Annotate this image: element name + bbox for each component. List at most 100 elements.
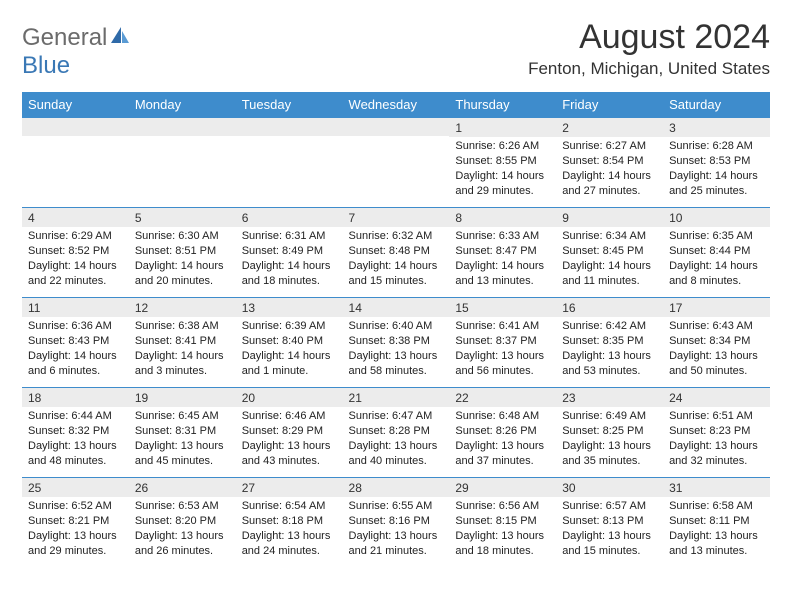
calendar-cell: 5Sunrise: 6:30 AMSunset: 8:51 PMDaylight… bbox=[129, 208, 236, 298]
day-header: Tuesday bbox=[236, 92, 343, 118]
daylight-text: Daylight: 13 hours and 53 minutes. bbox=[562, 349, 657, 379]
day-detail bbox=[343, 136, 450, 142]
daylight-text: Daylight: 13 hours and 24 minutes. bbox=[242, 529, 337, 559]
day-number bbox=[236, 118, 343, 136]
sunset-text: Sunset: 8:55 PM bbox=[455, 154, 550, 169]
logo-text-general: General bbox=[22, 24, 107, 51]
day-number: 16 bbox=[556, 298, 663, 317]
logo-text: GeneralBlue bbox=[22, 24, 131, 80]
day-number: 21 bbox=[343, 388, 450, 407]
sunset-text: Sunset: 8:28 PM bbox=[349, 424, 444, 439]
day-header: Saturday bbox=[663, 92, 770, 118]
day-detail: Sunrise: 6:55 AMSunset: 8:16 PMDaylight:… bbox=[343, 497, 450, 562]
sunset-text: Sunset: 8:45 PM bbox=[562, 244, 657, 259]
calendar-cell: 17Sunrise: 6:43 AMSunset: 8:34 PMDayligh… bbox=[663, 298, 770, 388]
calendar-cell: 26Sunrise: 6:53 AMSunset: 8:20 PMDayligh… bbox=[129, 478, 236, 568]
sunset-text: Sunset: 8:29 PM bbox=[242, 424, 337, 439]
sunrise-text: Sunrise: 6:45 AM bbox=[135, 409, 230, 424]
day-number: 3 bbox=[663, 118, 770, 137]
day-number: 10 bbox=[663, 208, 770, 227]
sunset-text: Sunset: 8:34 PM bbox=[669, 334, 764, 349]
day-number: 25 bbox=[22, 478, 129, 497]
day-detail: Sunrise: 6:33 AMSunset: 8:47 PMDaylight:… bbox=[449, 227, 556, 292]
day-number: 29 bbox=[449, 478, 556, 497]
day-number bbox=[343, 118, 450, 136]
daylight-text: Daylight: 13 hours and 56 minutes. bbox=[455, 349, 550, 379]
day-number: 9 bbox=[556, 208, 663, 227]
daylight-text: Daylight: 13 hours and 15 minutes. bbox=[562, 529, 657, 559]
day-detail: Sunrise: 6:31 AMSunset: 8:49 PMDaylight:… bbox=[236, 227, 343, 292]
sunset-text: Sunset: 8:47 PM bbox=[455, 244, 550, 259]
sunrise-text: Sunrise: 6:42 AM bbox=[562, 319, 657, 334]
sunrise-text: Sunrise: 6:48 AM bbox=[455, 409, 550, 424]
calendar-cell: 8Sunrise: 6:33 AMSunset: 8:47 PMDaylight… bbox=[449, 208, 556, 298]
day-detail: Sunrise: 6:58 AMSunset: 8:11 PMDaylight:… bbox=[663, 497, 770, 562]
daylight-text: Daylight: 13 hours and 50 minutes. bbox=[669, 349, 764, 379]
logo-text-blue: Blue bbox=[22, 52, 70, 79]
daylight-text: Daylight: 14 hours and 27 minutes. bbox=[562, 169, 657, 199]
calendar-cell: 3Sunrise: 6:28 AMSunset: 8:53 PMDaylight… bbox=[663, 118, 770, 208]
sunset-text: Sunset: 8:54 PM bbox=[562, 154, 657, 169]
day-number: 22 bbox=[449, 388, 556, 407]
day-detail: Sunrise: 6:29 AMSunset: 8:52 PMDaylight:… bbox=[22, 227, 129, 292]
calendar-cell: 29Sunrise: 6:56 AMSunset: 8:15 PMDayligh… bbox=[449, 478, 556, 568]
daylight-text: Daylight: 13 hours and 40 minutes. bbox=[349, 439, 444, 469]
sunrise-text: Sunrise: 6:40 AM bbox=[349, 319, 444, 334]
sunset-text: Sunset: 8:21 PM bbox=[28, 514, 123, 529]
calendar-week-row: 11Sunrise: 6:36 AMSunset: 8:43 PMDayligh… bbox=[22, 298, 770, 388]
day-header: Wednesday bbox=[343, 92, 450, 118]
sunrise-text: Sunrise: 6:38 AM bbox=[135, 319, 230, 334]
sunrise-text: Sunrise: 6:26 AM bbox=[455, 139, 550, 154]
calendar-cell: 1Sunrise: 6:26 AMSunset: 8:55 PMDaylight… bbox=[449, 118, 556, 208]
daylight-text: Daylight: 14 hours and 25 minutes. bbox=[669, 169, 764, 199]
sunset-text: Sunset: 8:31 PM bbox=[135, 424, 230, 439]
calendar-cell: 14Sunrise: 6:40 AMSunset: 8:38 PMDayligh… bbox=[343, 298, 450, 388]
day-number bbox=[129, 118, 236, 136]
calendar-cell: 20Sunrise: 6:46 AMSunset: 8:29 PMDayligh… bbox=[236, 388, 343, 478]
sunrise-text: Sunrise: 6:35 AM bbox=[669, 229, 764, 244]
sunrise-text: Sunrise: 6:47 AM bbox=[349, 409, 444, 424]
day-number: 13 bbox=[236, 298, 343, 317]
calendar-week-row: 25Sunrise: 6:52 AMSunset: 8:21 PMDayligh… bbox=[22, 478, 770, 568]
calendar-cell bbox=[343, 118, 450, 208]
daylight-text: Daylight: 13 hours and 48 minutes. bbox=[28, 439, 123, 469]
sunrise-text: Sunrise: 6:44 AM bbox=[28, 409, 123, 424]
sunset-text: Sunset: 8:38 PM bbox=[349, 334, 444, 349]
sunrise-text: Sunrise: 6:58 AM bbox=[669, 499, 764, 514]
day-detail: Sunrise: 6:34 AMSunset: 8:45 PMDaylight:… bbox=[556, 227, 663, 292]
daylight-text: Daylight: 13 hours and 13 minutes. bbox=[669, 529, 764, 559]
day-number: 11 bbox=[22, 298, 129, 317]
day-number: 30 bbox=[556, 478, 663, 497]
daylight-text: Daylight: 14 hours and 11 minutes. bbox=[562, 259, 657, 289]
sunrise-text: Sunrise: 6:51 AM bbox=[669, 409, 764, 424]
daylight-text: Daylight: 13 hours and 58 minutes. bbox=[349, 349, 444, 379]
day-header: Friday bbox=[556, 92, 663, 118]
sunrise-text: Sunrise: 6:29 AM bbox=[28, 229, 123, 244]
calendar-cell: 22Sunrise: 6:48 AMSunset: 8:26 PMDayligh… bbox=[449, 388, 556, 478]
sunrise-text: Sunrise: 6:27 AM bbox=[562, 139, 657, 154]
sunrise-text: Sunrise: 6:53 AM bbox=[135, 499, 230, 514]
day-number: 19 bbox=[129, 388, 236, 407]
day-number: 28 bbox=[343, 478, 450, 497]
day-detail: Sunrise: 6:47 AMSunset: 8:28 PMDaylight:… bbox=[343, 407, 450, 472]
calendar-week-row: 4Sunrise: 6:29 AMSunset: 8:52 PMDaylight… bbox=[22, 208, 770, 298]
title-block: August 2024 Fenton, Michigan, United Sta… bbox=[528, 18, 770, 79]
calendar-table: Sunday Monday Tuesday Wednesday Thursday… bbox=[22, 92, 770, 568]
daylight-text: Daylight: 14 hours and 8 minutes. bbox=[669, 259, 764, 289]
day-detail: Sunrise: 6:36 AMSunset: 8:43 PMDaylight:… bbox=[22, 317, 129, 382]
calendar-cell: 28Sunrise: 6:55 AMSunset: 8:16 PMDayligh… bbox=[343, 478, 450, 568]
daylight-text: Daylight: 13 hours and 21 minutes. bbox=[349, 529, 444, 559]
sunset-text: Sunset: 8:13 PM bbox=[562, 514, 657, 529]
sunset-text: Sunset: 8:43 PM bbox=[28, 334, 123, 349]
daylight-text: Daylight: 13 hours and 29 minutes. bbox=[28, 529, 123, 559]
sunset-text: Sunset: 8:48 PM bbox=[349, 244, 444, 259]
sunrise-text: Sunrise: 6:30 AM bbox=[135, 229, 230, 244]
sunrise-text: Sunrise: 6:31 AM bbox=[242, 229, 337, 244]
sunrise-text: Sunrise: 6:46 AM bbox=[242, 409, 337, 424]
daylight-text: Daylight: 14 hours and 13 minutes. bbox=[455, 259, 550, 289]
daylight-text: Daylight: 14 hours and 20 minutes. bbox=[135, 259, 230, 289]
location: Fenton, Michigan, United States bbox=[528, 59, 770, 79]
day-detail: Sunrise: 6:51 AMSunset: 8:23 PMDaylight:… bbox=[663, 407, 770, 472]
day-header-row: Sunday Monday Tuesday Wednesday Thursday… bbox=[22, 92, 770, 118]
day-number: 5 bbox=[129, 208, 236, 227]
